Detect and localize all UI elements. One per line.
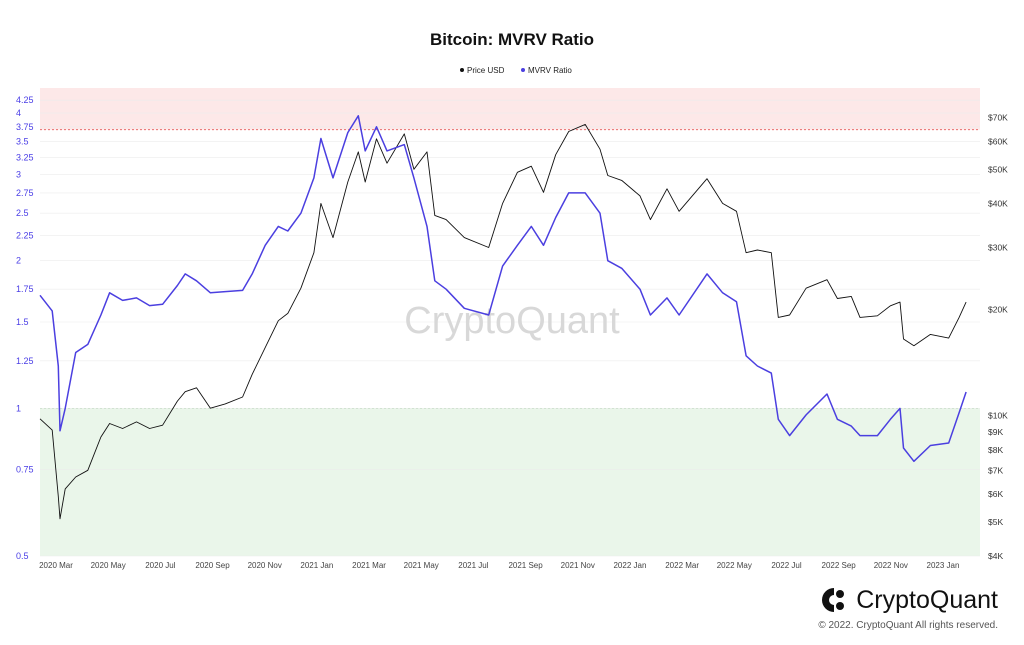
- cryptoquant-logo-icon: [822, 588, 845, 612]
- left-tick-label: 2: [16, 256, 21, 266]
- copyright-text: © 2022. CryptoQuant All rights reserved.: [818, 620, 998, 631]
- x-axis-ticks: 2020 Mar 2020 May 2020 Jul 2020 Sep 2020 Nov…: [39, 561, 959, 570]
- x-tick-label: 2020 Mar: [39, 561, 73, 570]
- left-axis-ticks: 0.5 0.75 1 1.25 1.5 1.75 2 2.25 2.5 2.75 3 3.25 3.5 3…: [16, 95, 34, 561]
- x-tick-label: 2022 Jul: [771, 561, 801, 570]
- left-tick-label: 2.5: [16, 208, 29, 218]
- left-tick-label: 3.5: [16, 137, 29, 147]
- right-tick-label: $30K: [988, 242, 1008, 252]
- legend-price-label: Price USD: [467, 66, 505, 75]
- left-tick-label: 3.25: [16, 152, 34, 162]
- left-tick-label: 1.25: [16, 356, 34, 366]
- x-tick-label: 2020 Jul: [145, 561, 175, 570]
- x-tick-label: 2021 Jul: [458, 561, 488, 570]
- right-tick-label: $5K: [988, 517, 1003, 527]
- legend-mvrv-marker: [521, 68, 525, 72]
- right-tick-label: $9K: [988, 427, 1003, 437]
- x-tick-label: 2022 Sep: [822, 561, 857, 570]
- right-tick-label: $4K: [988, 551, 1003, 561]
- x-tick-label: 2021 Mar: [352, 561, 386, 570]
- left-tick-label: 4.25: [16, 95, 34, 105]
- left-tick-label: 3.75: [16, 122, 34, 132]
- overvalued-band: [40, 88, 980, 130]
- legend: Price USD MVRV Ratio: [460, 66, 572, 75]
- chart-title: Bitcoin: MVRV Ratio: [430, 30, 594, 49]
- x-tick-label: 2022 Nov: [874, 561, 908, 570]
- x-tick-label: 2021 May: [404, 561, 439, 570]
- right-tick-label: $70K: [988, 113, 1008, 123]
- x-tick-label: 2023 Jan: [927, 561, 960, 570]
- brand-block: CryptoQuant: [819, 585, 998, 615]
- x-tick-label: 2020 Nov: [248, 561, 282, 570]
- right-tick-label: $6K: [988, 489, 1003, 499]
- left-tick-label: 0.5: [16, 551, 29, 561]
- x-tick-label: 2022 Jan: [613, 561, 646, 570]
- left-tick-label: 0.75: [16, 465, 34, 475]
- left-tick-label: 2.25: [16, 231, 34, 241]
- left-tick-label: 4: [16, 108, 21, 118]
- right-tick-label: $20K: [988, 305, 1008, 315]
- watermark: CryptoQuant: [404, 300, 620, 342]
- right-tick-label: $10K: [988, 411, 1008, 421]
- right-tick-label: $8K: [988, 445, 1003, 455]
- legend-item-mvrv[interactable]: MVRV Ratio: [521, 66, 572, 75]
- price-usd-line: [39, 123, 967, 520]
- mvrv-ratio-line: [39, 115, 967, 463]
- x-tick-label: 2022 May: [717, 561, 752, 570]
- x-tick-label: 2020 Sep: [195, 561, 230, 570]
- x-tick-label: 2021 Nov: [561, 561, 595, 570]
- left-tick-label: 1.75: [16, 284, 34, 294]
- x-tick-label: 2021 Jan: [300, 561, 333, 570]
- valuation-bands: [40, 88, 980, 556]
- right-tick-label: $40K: [988, 198, 1008, 208]
- legend-item-price[interactable]: Price USD: [460, 66, 505, 75]
- right-tick-label: $7K: [988, 465, 1003, 475]
- x-tick-label: 2022 Mar: [665, 561, 699, 570]
- right-tick-label: $60K: [988, 136, 1008, 146]
- right-tick-label: $50K: [988, 164, 1008, 174]
- x-tick-label: 2020 May: [91, 561, 126, 570]
- brand-name: CryptoQuant: [856, 585, 998, 614]
- legend-mvrv-label: MVRV Ratio: [528, 66, 572, 75]
- right-axis-ticks: $4K $5K $6K $7K $8K $9K $10K $20K $30K $40K $50K $6…: [988, 113, 1008, 561]
- left-tick-label: 1: [16, 403, 21, 413]
- grid-lines: [40, 99, 980, 557]
- left-tick-label: 1.5: [16, 317, 29, 327]
- legend-price-marker: [460, 68, 464, 72]
- left-tick-label: 2.75: [16, 188, 34, 198]
- x-tick-label: 2021 Sep: [508, 561, 543, 570]
- left-tick-label: 3: [16, 169, 21, 179]
- undervalued-band: [40, 408, 980, 556]
